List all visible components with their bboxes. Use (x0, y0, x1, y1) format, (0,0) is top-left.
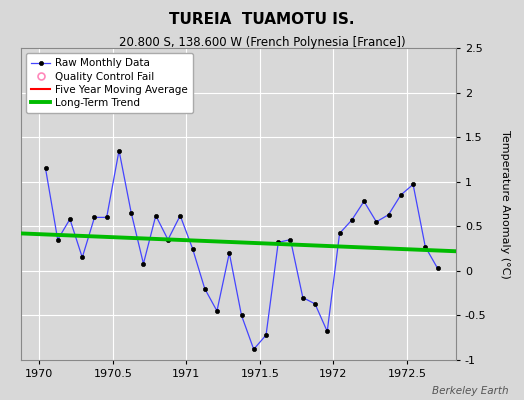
Raw Monthly Data (385, 212, 391, 217)
Raw Monthly Data (79, 255, 85, 260)
Raw Monthly Data (214, 308, 220, 313)
Legend: Raw Monthly Data, Quality Control Fail, Five Year Moving Average, Long-Term Tren: Raw Monthly Data, Quality Control Fail, … (26, 53, 193, 113)
Raw Monthly Data (128, 210, 134, 215)
Raw Monthly Data (324, 329, 330, 334)
Raw Monthly Data (300, 295, 306, 300)
Raw Monthly Data (54, 237, 61, 242)
Raw Monthly Data (67, 217, 73, 222)
Raw Monthly Data (398, 193, 404, 198)
Raw Monthly Data (238, 313, 245, 318)
Raw Monthly Data (361, 199, 367, 204)
Raw Monthly Data (165, 237, 171, 242)
Text: 20.800 S, 138.600 W (French Polynesia [France]): 20.800 S, 138.600 W (French Polynesia [F… (119, 36, 405, 49)
Raw Monthly Data (410, 182, 416, 187)
Raw Monthly Data (91, 215, 97, 220)
Raw Monthly Data (42, 166, 49, 171)
Raw Monthly Data (226, 251, 233, 256)
Raw Monthly Data (275, 240, 281, 245)
Y-axis label: Temperature Anomaly (°C): Temperature Anomaly (°C) (500, 130, 510, 278)
Raw Monthly Data (434, 266, 441, 270)
Raw Monthly Data (152, 213, 159, 218)
Raw Monthly Data (422, 244, 429, 249)
Line: Raw Monthly Data: Raw Monthly Data (43, 148, 440, 351)
Raw Monthly Data (189, 246, 195, 251)
Raw Monthly Data (140, 261, 147, 266)
Raw Monthly Data (104, 215, 110, 220)
Raw Monthly Data (177, 213, 183, 218)
Raw Monthly Data (263, 333, 269, 338)
Raw Monthly Data (116, 148, 122, 153)
Raw Monthly Data (202, 286, 208, 291)
Text: Berkeley Earth: Berkeley Earth (432, 386, 508, 396)
Raw Monthly Data (348, 218, 355, 222)
Raw Monthly Data (336, 231, 343, 236)
Raw Monthly Data (312, 302, 318, 306)
Raw Monthly Data (287, 237, 293, 242)
Raw Monthly Data (373, 220, 379, 224)
Raw Monthly Data (250, 347, 257, 352)
Text: TUREIA  TUAMOTU IS.: TUREIA TUAMOTU IS. (169, 12, 355, 27)
